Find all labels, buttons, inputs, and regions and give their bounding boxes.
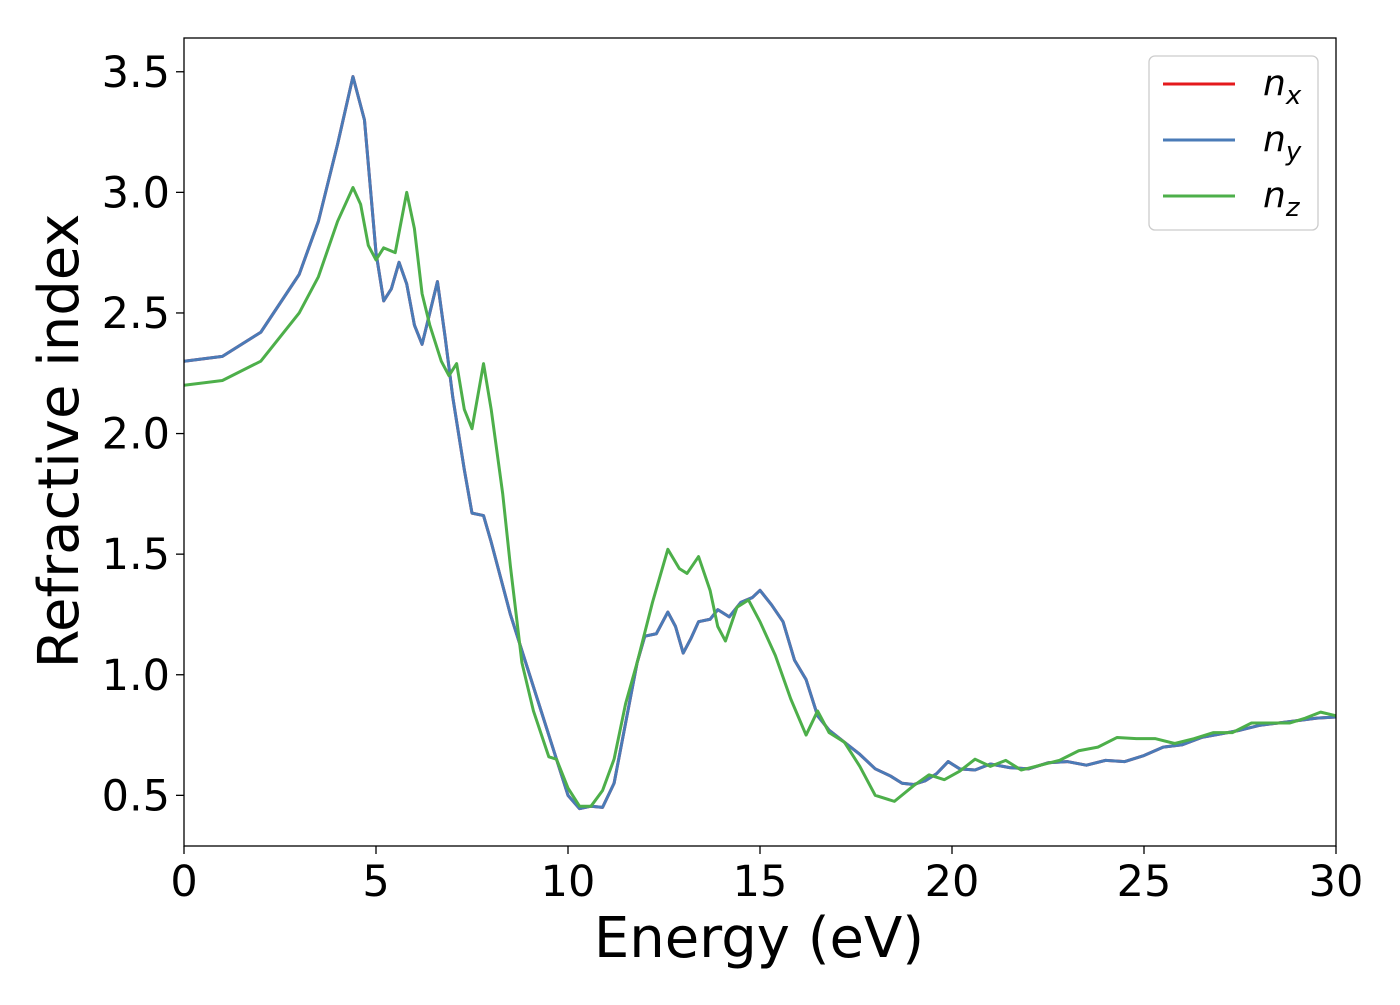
y-axis-title: Refractive index xyxy=(27,214,92,669)
x-tick-label: 0 xyxy=(170,857,197,907)
legend-label-ny: ny xyxy=(1263,119,1302,167)
x-tick-label: 25 xyxy=(1117,857,1172,907)
x-axis-title: Energy (eV) xyxy=(594,906,924,971)
x-tick-label: 15 xyxy=(733,857,788,907)
legend-label-main: n xyxy=(1263,119,1286,160)
x-tick-label: 5 xyxy=(362,857,389,907)
legend-box xyxy=(1148,55,1319,231)
y-tick-label: 1.5 xyxy=(102,530,170,580)
legend-label-subscript: z xyxy=(1285,193,1301,223)
legend-label-subscript: y xyxy=(1285,137,1302,167)
y-tick-label: 0.5 xyxy=(102,771,170,821)
x-tick-label: 20 xyxy=(925,857,980,907)
y-axis: 0.5 1.0 1.5 2.0 2.5 3.0 3.5 xyxy=(102,48,184,821)
x-tick-label: 30 xyxy=(1309,857,1364,907)
legend-label-main: n xyxy=(1263,175,1286,216)
y-tick-label: 1.0 xyxy=(102,651,170,701)
x-axis: 0 5 10 15 20 25 30 xyxy=(170,846,1363,907)
series-line-nz xyxy=(184,186,1336,808)
y-tick-label: 2.5 xyxy=(102,289,170,339)
x-tick-label: 10 xyxy=(541,857,596,907)
legend-label-main: n xyxy=(1263,63,1286,104)
legend-label-nx: nx xyxy=(1263,63,1302,111)
legend-label-subscript: x xyxy=(1285,81,1302,111)
y-tick-label: 2.0 xyxy=(102,410,170,460)
legend-label-nz: nz xyxy=(1263,175,1301,223)
y-tick-label: 3.5 xyxy=(102,48,170,98)
y-tick-label: 3.0 xyxy=(102,168,170,218)
